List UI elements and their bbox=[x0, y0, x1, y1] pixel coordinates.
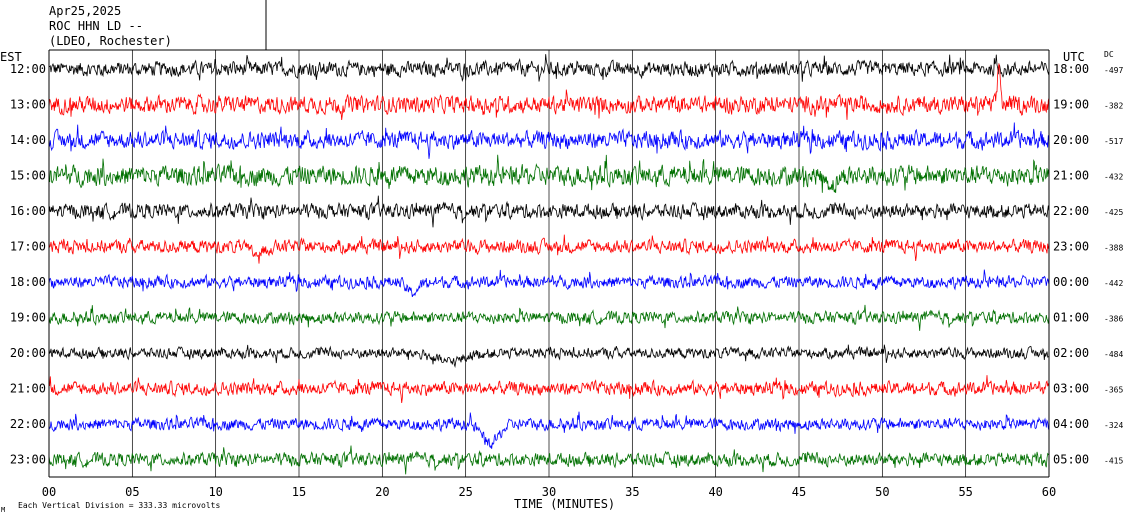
trace-2000 bbox=[48, 344, 1050, 368]
scale-note: Each Vertical Division = 333.33 microvol… bbox=[18, 501, 220, 510]
est-label-11: 23:00 bbox=[10, 453, 46, 467]
x-tick-25: 25 bbox=[458, 485, 472, 499]
x-axis-label: TIME (MINUTES) bbox=[514, 497, 615, 511]
dc-value-9: -365 bbox=[1104, 386, 1123, 395]
est-label-7: 19:00 bbox=[10, 311, 46, 325]
trace-1600 bbox=[48, 195, 1050, 228]
utc-zone-label: UTC bbox=[1063, 50, 1085, 64]
dc-value-3: -432 bbox=[1104, 173, 1123, 182]
x-tick-00: 00 bbox=[42, 485, 56, 499]
x-tick-35: 35 bbox=[625, 485, 639, 499]
utc-label-2: 20:00 bbox=[1053, 133, 1089, 147]
dc-value-1: -382 bbox=[1104, 102, 1123, 111]
est-label-1: 13:00 bbox=[10, 98, 46, 112]
dc-value-4: -425 bbox=[1104, 208, 1123, 217]
trace-2100 bbox=[48, 375, 1050, 404]
x-tick-55: 55 bbox=[958, 485, 972, 499]
utc-label-8: 02:00 bbox=[1053, 346, 1089, 360]
x-tick-30: 30 bbox=[542, 485, 556, 499]
x-tick-60: 60 bbox=[1042, 485, 1056, 499]
utc-label-10: 04:00 bbox=[1053, 417, 1089, 431]
row-labels: 12:00 18:00 -497 13:00 19:00 -382 14:00 20:00 -5… bbox=[10, 62, 1124, 467]
x-tick-labels: 00 05 10 15 20 25 30 35 40 45 50 55 60 bbox=[42, 485, 1056, 499]
dc-value-7: -386 bbox=[1104, 315, 1123, 324]
dc-value-10: -324 bbox=[1104, 421, 1123, 430]
utc-label-5: 23:00 bbox=[1053, 240, 1089, 254]
est-zone-label: EST bbox=[0, 50, 22, 64]
est-label-3: 15:00 bbox=[10, 169, 46, 183]
utc-label-7: 01:00 bbox=[1053, 311, 1089, 325]
trace-1900 bbox=[48, 304, 1050, 331]
header-station: ROC HHN LD -- bbox=[49, 19, 143, 33]
dc-value-6: -442 bbox=[1104, 279, 1123, 288]
x-tick-45: 45 bbox=[792, 485, 806, 499]
trace-1700 bbox=[48, 234, 1050, 264]
seismic-traces bbox=[48, 54, 1050, 475]
utc-label-1: 19:00 bbox=[1053, 98, 1089, 112]
est-label-10: 22:00 bbox=[10, 417, 46, 431]
x-tick-15: 15 bbox=[292, 485, 306, 499]
header-date: Apr25,2025 bbox=[49, 4, 122, 18]
dc-value-0: -497 bbox=[1104, 66, 1123, 75]
utc-label-3: 21:00 bbox=[1053, 169, 1089, 183]
utc-label-11: 05:00 bbox=[1053, 453, 1089, 467]
dc-value-11: -415 bbox=[1104, 457, 1123, 466]
trace-2200 bbox=[48, 411, 1050, 449]
utc-label-9: 03:00 bbox=[1053, 382, 1089, 396]
trace-1400 bbox=[48, 122, 1050, 159]
utc-label-0: 18:00 bbox=[1053, 62, 1089, 76]
x-tick-40: 40 bbox=[708, 485, 722, 499]
trace-1200 bbox=[48, 54, 1050, 82]
est-label-0: 12:00 bbox=[10, 62, 46, 76]
corner-mark: M bbox=[1, 506, 5, 514]
dc-value-8: -484 bbox=[1104, 350, 1123, 359]
est-label-5: 17:00 bbox=[10, 240, 46, 254]
utc-label-6: 00:00 bbox=[1053, 275, 1089, 289]
trace-1500 bbox=[48, 154, 1050, 193]
x-tick-10: 10 bbox=[208, 485, 222, 499]
dc-value-2: -517 bbox=[1104, 137, 1123, 146]
est-label-2: 14:00 bbox=[10, 133, 46, 147]
est-label-8: 20:00 bbox=[10, 346, 46, 360]
est-label-4: 16:00 bbox=[10, 204, 46, 218]
est-label-6: 18:00 bbox=[10, 275, 46, 289]
x-tick-50: 50 bbox=[875, 485, 889, 499]
trace-1800 bbox=[48, 269, 1050, 298]
trace-2300 bbox=[48, 445, 1050, 475]
header-network: (LDEO, Rochester) bbox=[49, 34, 172, 48]
trace-1300 bbox=[48, 63, 1050, 121]
x-tick-20: 20 bbox=[375, 485, 389, 499]
est-label-9: 21:00 bbox=[10, 382, 46, 396]
x-tick-05: 05 bbox=[125, 485, 139, 499]
dc-value-5: -388 bbox=[1104, 244, 1123, 253]
utc-label-4: 22:00 bbox=[1053, 204, 1089, 218]
dc-column-label: DC bbox=[1104, 50, 1114, 59]
grid-lines bbox=[48, 50, 1050, 477]
